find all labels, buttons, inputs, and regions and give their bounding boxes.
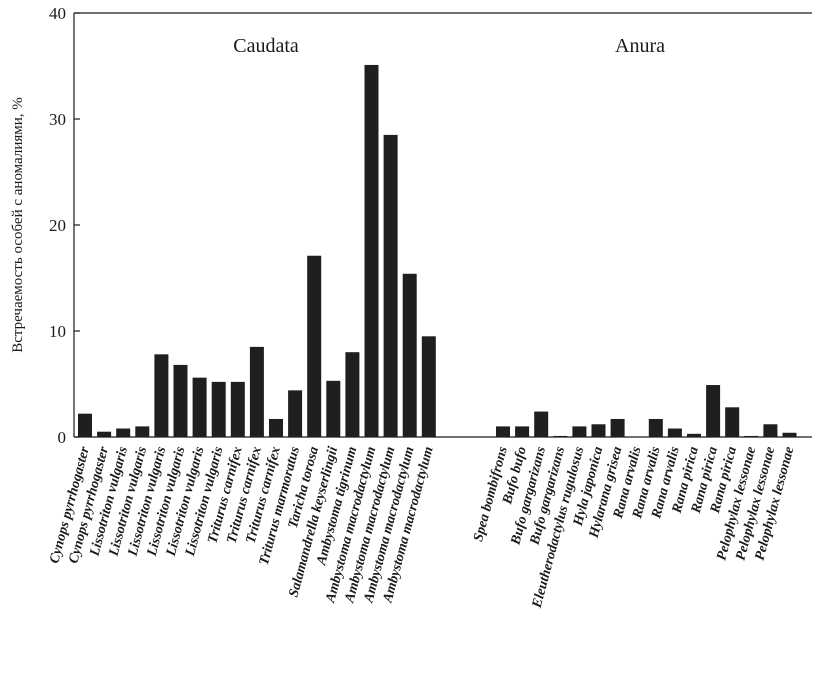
bar — [249, 346, 264, 437]
bar — [515, 426, 530, 437]
bar — [307, 255, 322, 437]
bar — [364, 64, 379, 437]
bar — [534, 411, 549, 437]
bar — [496, 426, 510, 437]
bar — [97, 431, 112, 437]
y-tick-label: 20 — [49, 216, 66, 235]
bar — [782, 432, 797, 437]
bar — [421, 336, 436, 437]
bar — [383, 134, 398, 437]
bar — [326, 380, 341, 437]
bar — [763, 424, 778, 437]
bar — [553, 435, 568, 437]
group-label: Anura — [615, 35, 665, 57]
bar — [154, 354, 169, 437]
bar — [192, 377, 207, 437]
bar — [230, 381, 245, 437]
bar — [572, 426, 587, 437]
y-tick-label: 30 — [49, 110, 66, 129]
bar — [211, 381, 226, 437]
y-tick-label: 10 — [49, 322, 66, 341]
y-tick-label: 0 — [58, 428, 67, 447]
bar — [269, 418, 283, 437]
bar — [706, 385, 721, 437]
bars — [78, 64, 797, 437]
bar — [687, 433, 701, 437]
y-axis-title: Встречаемость особей с аномалиями, % — [10, 97, 26, 353]
bar — [667, 428, 682, 437]
bar — [345, 352, 360, 437]
bar — [591, 424, 606, 437]
bar — [744, 435, 759, 437]
bar — [116, 428, 131, 437]
bar — [648, 418, 663, 437]
bar — [78, 413, 92, 437]
bar — [173, 364, 188, 437]
y-tick-label: 40 — [49, 4, 66, 23]
bar — [402, 273, 417, 437]
group-label: Caudata — [233, 35, 299, 57]
bar — [610, 418, 625, 437]
bar — [135, 426, 150, 437]
bar — [725, 407, 740, 437]
bar — [288, 390, 303, 437]
